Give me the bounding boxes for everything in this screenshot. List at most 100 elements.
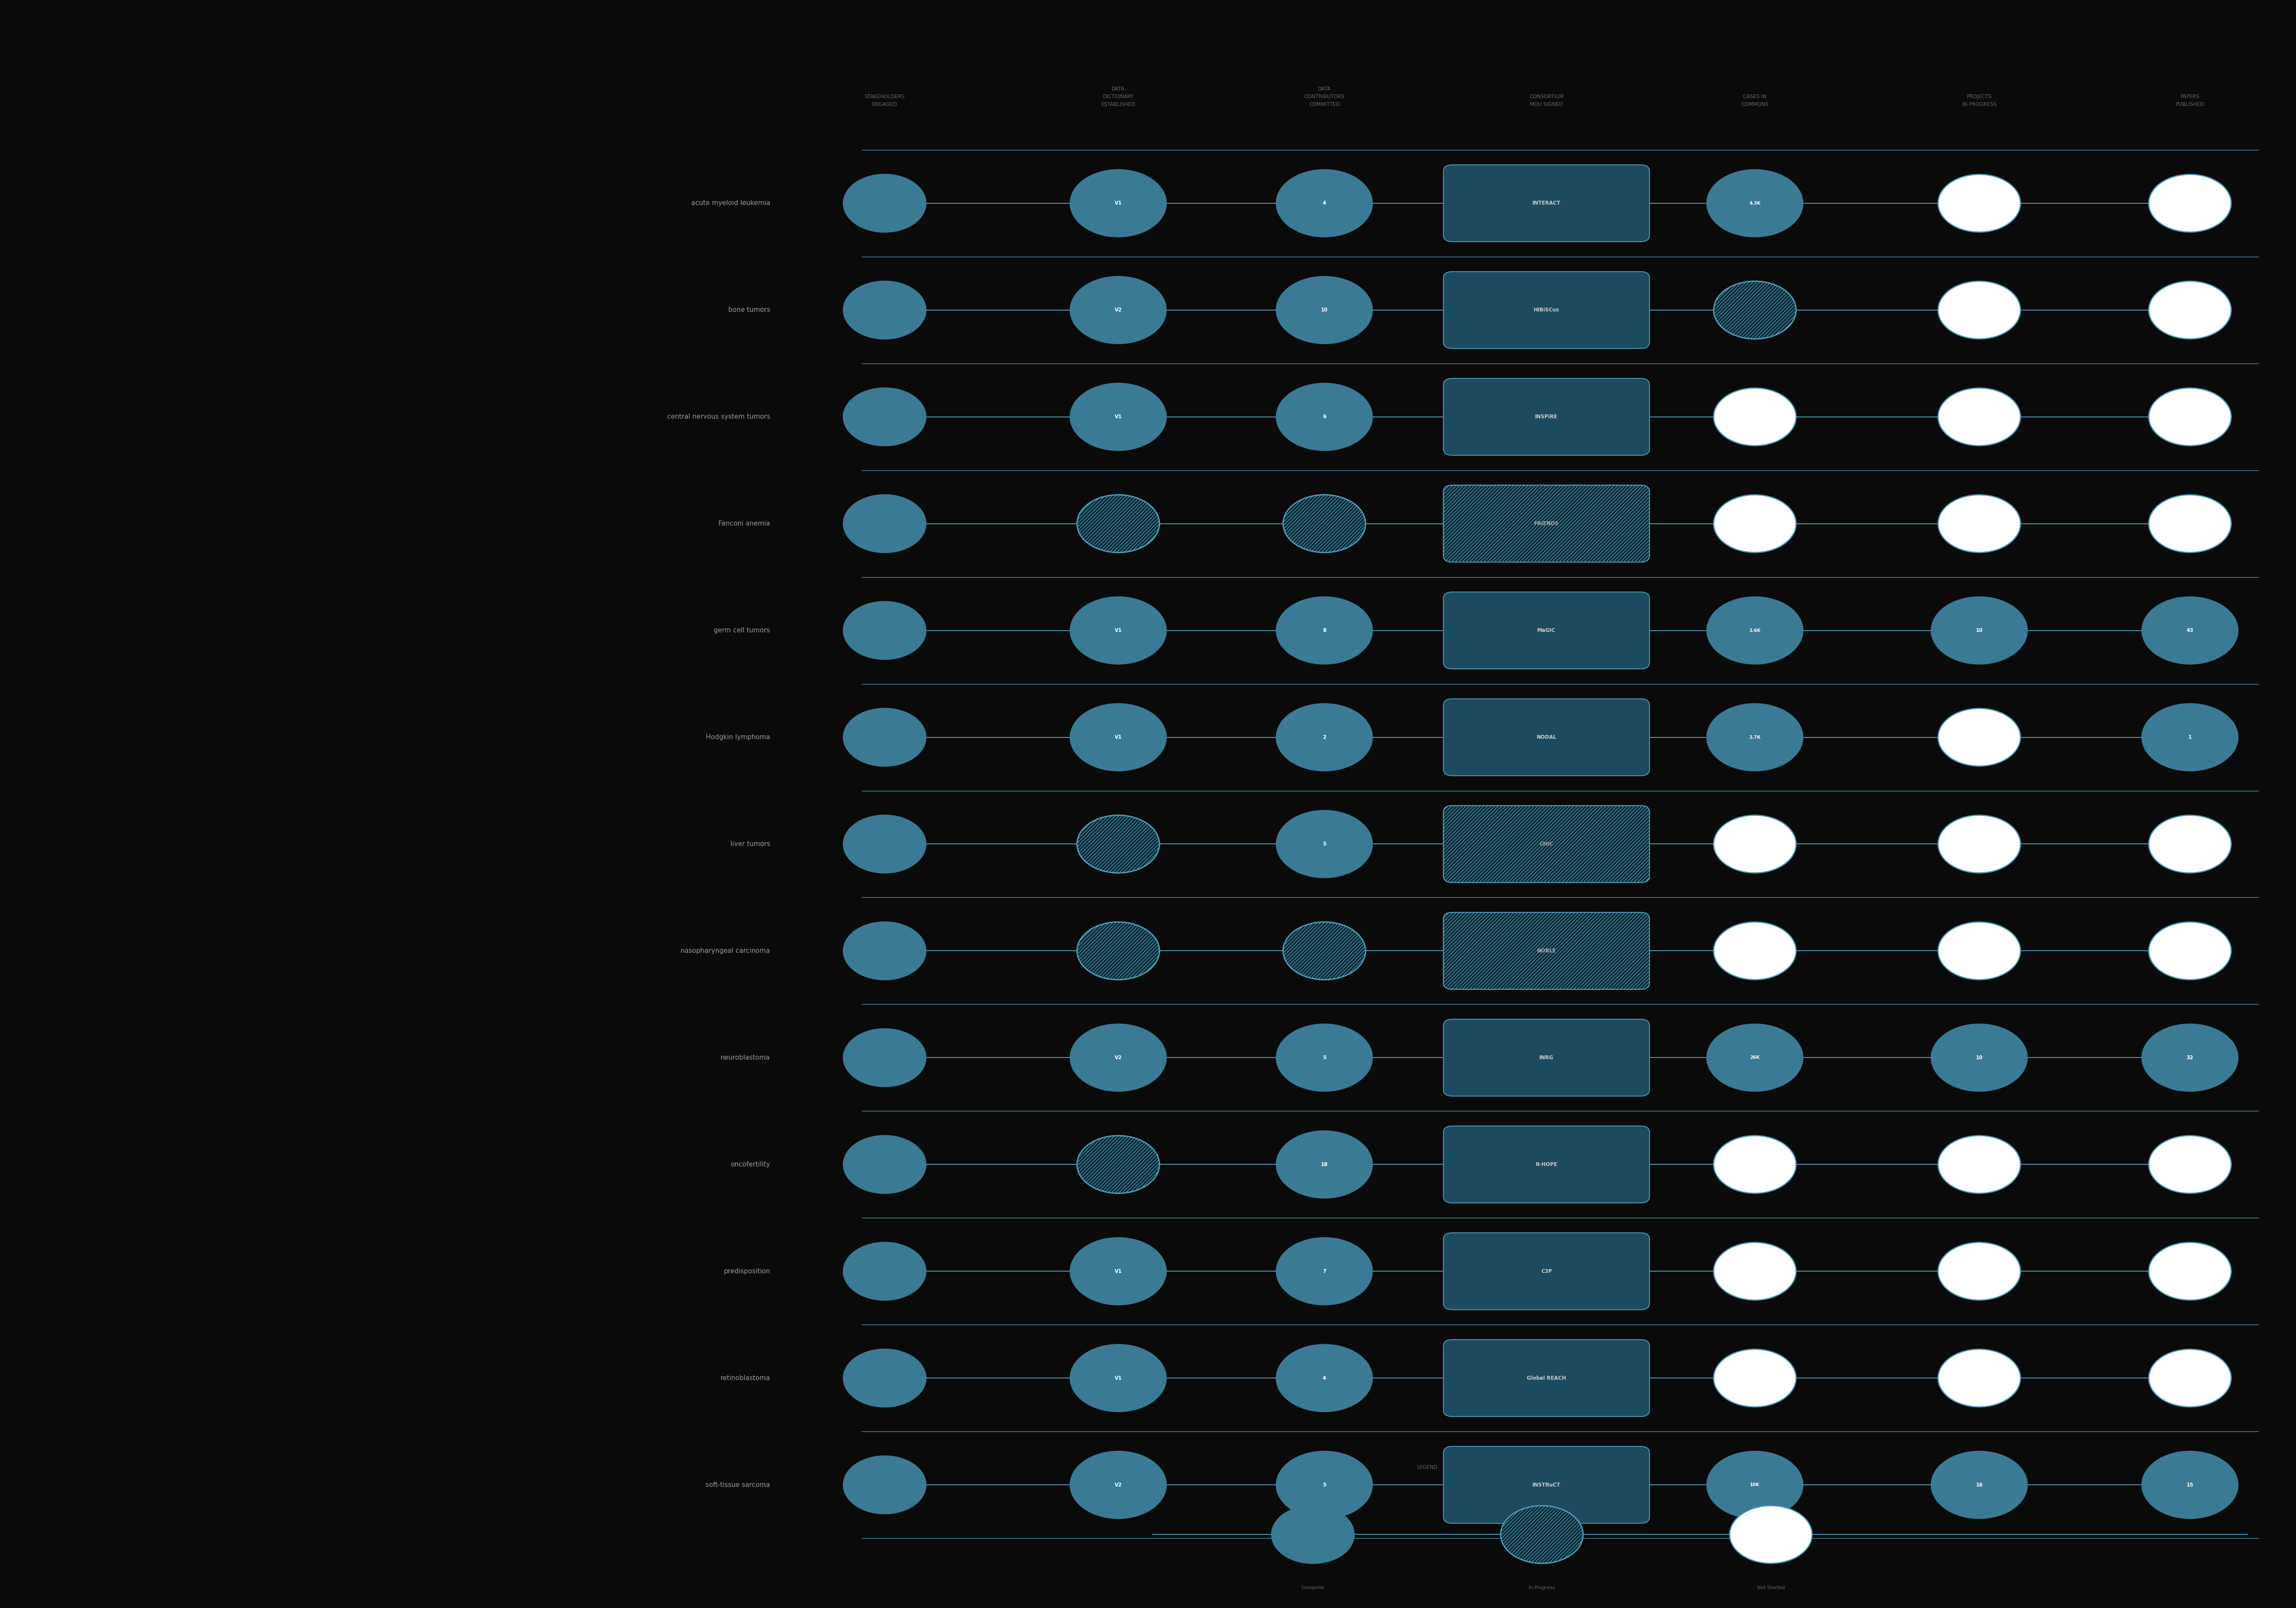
- Text: In Progress: In Progress: [1529, 1585, 1554, 1590]
- Circle shape: [843, 1455, 925, 1513]
- Circle shape: [1729, 1505, 1812, 1563]
- Text: V1: V1: [1114, 413, 1123, 420]
- Circle shape: [1706, 704, 1802, 770]
- Circle shape: [2149, 1135, 2232, 1193]
- Text: V1: V1: [1114, 201, 1123, 206]
- Text: nasopharyngeal carcinoma: nasopharyngeal carcinoma: [680, 947, 769, 954]
- Text: soft-tissue sarcoma: soft-tissue sarcoma: [705, 1481, 769, 1487]
- Text: LEGEND: LEGEND: [1417, 1465, 1437, 1470]
- Text: DATA
DICTIONARY
ESTABLISHED: DATA DICTIONARY ESTABLISHED: [1102, 85, 1137, 108]
- Circle shape: [1070, 277, 1166, 344]
- Circle shape: [1277, 1130, 1373, 1198]
- Circle shape: [1713, 1243, 1795, 1301]
- Text: 43: 43: [2186, 627, 2193, 634]
- Circle shape: [1277, 1238, 1373, 1306]
- Circle shape: [843, 709, 925, 765]
- Circle shape: [1938, 388, 2020, 445]
- Text: PROJECTS
IN PROGRESS: PROJECTS IN PROGRESS: [1963, 93, 1998, 108]
- FancyBboxPatch shape: [1444, 1447, 1649, 1523]
- Circle shape: [843, 174, 925, 232]
- Text: acute myeloid leukemia: acute myeloid leukemia: [691, 199, 769, 206]
- FancyBboxPatch shape: [1444, 592, 1649, 669]
- Circle shape: [1272, 1505, 1355, 1563]
- Circle shape: [2149, 281, 2232, 339]
- Circle shape: [1938, 495, 2020, 553]
- Text: 32: 32: [2186, 1055, 2193, 1060]
- Circle shape: [1713, 281, 1795, 339]
- FancyBboxPatch shape: [1444, 272, 1649, 349]
- Text: 4.3K: 4.3K: [1750, 201, 1761, 206]
- Circle shape: [1938, 1135, 2020, 1193]
- Circle shape: [843, 815, 925, 873]
- Circle shape: [1938, 921, 2020, 979]
- Circle shape: [1938, 709, 2020, 765]
- Text: liver tumors: liver tumors: [730, 841, 769, 847]
- Text: 2.7K: 2.7K: [1750, 735, 1761, 740]
- Text: oncofertility: oncofertility: [730, 1161, 769, 1167]
- FancyBboxPatch shape: [1444, 378, 1649, 455]
- Circle shape: [1706, 597, 1802, 664]
- Text: 10: 10: [1977, 627, 1984, 634]
- Text: V1: V1: [1114, 627, 1123, 634]
- Circle shape: [1070, 597, 1166, 664]
- Circle shape: [1277, 704, 1373, 770]
- Circle shape: [843, 921, 925, 979]
- Circle shape: [2149, 815, 2232, 873]
- Circle shape: [1277, 810, 1373, 878]
- Text: germ cell tumors: germ cell tumors: [714, 627, 769, 634]
- Circle shape: [1077, 1135, 1159, 1193]
- Circle shape: [1931, 597, 2027, 664]
- Circle shape: [1283, 495, 1366, 553]
- Circle shape: [1070, 704, 1166, 770]
- Text: V1: V1: [1114, 1269, 1123, 1274]
- Circle shape: [1713, 495, 1795, 553]
- Text: FRIENDS: FRIENDS: [1534, 521, 1559, 526]
- Text: 10: 10: [1320, 307, 1327, 314]
- FancyBboxPatch shape: [1444, 912, 1649, 989]
- Text: 4: 4: [1322, 201, 1327, 206]
- Text: INSTRuCT: INSTRuCT: [1531, 1483, 1561, 1487]
- Circle shape: [1077, 921, 1159, 979]
- Text: 1: 1: [2188, 735, 2193, 740]
- Text: 7: 7: [1322, 1269, 1327, 1274]
- Text: HIBiSCus: HIBiSCus: [1534, 307, 1559, 314]
- Text: 8: 8: [1322, 627, 1327, 634]
- Text: 5: 5: [1322, 1483, 1327, 1487]
- Circle shape: [1706, 169, 1802, 236]
- Text: INSPiRE: INSPiRE: [1536, 413, 1557, 420]
- Text: NOBLE: NOBLE: [1536, 949, 1557, 954]
- Circle shape: [1931, 1450, 2027, 1518]
- Circle shape: [1713, 388, 1795, 445]
- Circle shape: [2142, 1450, 2239, 1518]
- Circle shape: [1938, 281, 2020, 339]
- Text: C3P: C3P: [1541, 1269, 1552, 1274]
- Text: V1: V1: [1114, 1375, 1123, 1381]
- Text: Complete: Complete: [1302, 1585, 1325, 1590]
- Circle shape: [2149, 495, 2232, 553]
- Circle shape: [2149, 174, 2232, 232]
- Circle shape: [1938, 1243, 2020, 1301]
- Circle shape: [1070, 1344, 1166, 1412]
- Circle shape: [1077, 815, 1159, 873]
- Circle shape: [1277, 277, 1373, 344]
- Text: 18: 18: [1320, 1161, 1327, 1167]
- Circle shape: [2149, 1243, 2232, 1301]
- Circle shape: [1277, 383, 1373, 450]
- Circle shape: [2142, 597, 2239, 664]
- Text: 10K: 10K: [1750, 1483, 1759, 1487]
- Circle shape: [2142, 704, 2239, 770]
- Text: V2: V2: [1114, 307, 1123, 314]
- Text: 5: 5: [1322, 841, 1327, 847]
- Circle shape: [1713, 921, 1795, 979]
- Text: bone tumors: bone tumors: [728, 307, 769, 314]
- FancyBboxPatch shape: [1444, 806, 1649, 883]
- Circle shape: [1713, 815, 1795, 873]
- Text: Fanconi anemia: Fanconi anemia: [719, 521, 769, 527]
- Circle shape: [1077, 495, 1159, 553]
- Text: CONSORTIUM
MOU SIGNED: CONSORTIUM MOU SIGNED: [1529, 93, 1564, 108]
- FancyBboxPatch shape: [1444, 699, 1649, 775]
- FancyBboxPatch shape: [1444, 1233, 1649, 1309]
- Text: MaGIC: MaGIC: [1538, 627, 1557, 634]
- Text: 15: 15: [2186, 1483, 2193, 1487]
- Text: STAKEHOLDERS
ENGAGED: STAKEHOLDERS ENGAGED: [866, 93, 905, 108]
